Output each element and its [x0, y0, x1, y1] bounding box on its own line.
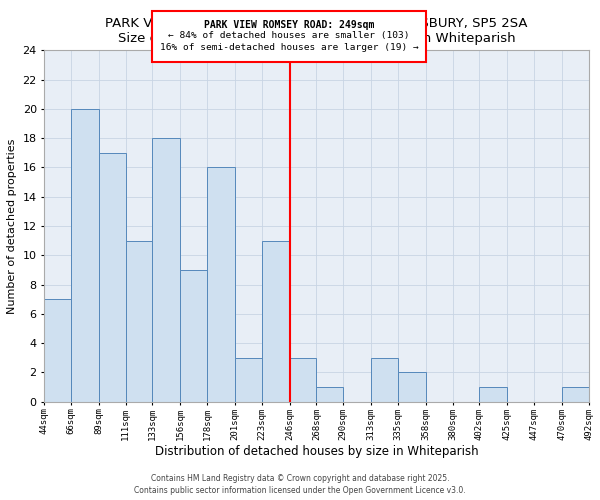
Text: ← 84% of detached houses are smaller (103): ← 84% of detached houses are smaller (10… [169, 31, 410, 40]
Bar [398, 372, 426, 402]
Bar [152, 138, 181, 402]
FancyBboxPatch shape [152, 10, 426, 62]
Bar [479, 387, 507, 402]
Bar [207, 168, 235, 402]
Bar [316, 387, 343, 402]
Text: 16% of semi-detached houses are larger (19) →: 16% of semi-detached houses are larger (… [160, 43, 419, 52]
Bar [44, 299, 71, 402]
Y-axis label: Number of detached properties: Number of detached properties [7, 138, 17, 314]
Bar [290, 358, 316, 402]
Bar [235, 358, 262, 402]
Bar [181, 270, 207, 402]
Title: PARK VIEW, ROMSEY ROAD, WHITEPARISH, SALISBURY, SP5 2SA
Size of property relativ: PARK VIEW, ROMSEY ROAD, WHITEPARISH, SAL… [105, 17, 528, 45]
Bar [126, 240, 152, 402]
Bar [71, 109, 99, 402]
Bar [99, 153, 126, 402]
Text: PARK VIEW ROMSEY ROAD: 249sqm: PARK VIEW ROMSEY ROAD: 249sqm [204, 20, 374, 30]
Text: Contains HM Land Registry data © Crown copyright and database right 2025.
Contai: Contains HM Land Registry data © Crown c… [134, 474, 466, 495]
Bar [562, 387, 589, 402]
Bar [371, 358, 398, 402]
X-axis label: Distribution of detached houses by size in Whiteparish: Distribution of detached houses by size … [155, 445, 478, 458]
Bar [262, 240, 290, 402]
